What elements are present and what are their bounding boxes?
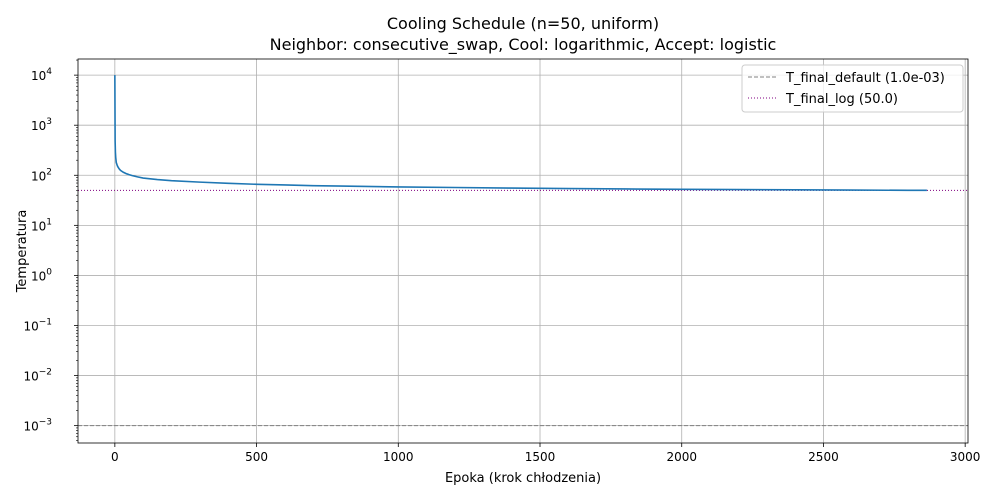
grid (78, 59, 968, 443)
chart-subtitle: Neighbor: consecutive_swap, Cool: logari… (270, 35, 777, 55)
x-tick-label: 2500 (808, 450, 839, 464)
chart-title: Cooling Schedule (n=50, uniform) (387, 14, 659, 33)
legend: T_final_default (1.0e-03) T_final_log (5… (741, 64, 964, 113)
y-tick-label: 101 (31, 217, 52, 233)
series-lines (114, 75, 927, 192)
y-tick-label: 10−3 (23, 418, 52, 434)
x-tick-label: 3000 (950, 450, 981, 464)
temperature-line (114, 75, 927, 192)
y-tick-label: 102 (31, 167, 52, 183)
y-axis-ticks: 10−3 10−2 10−1 100 101 102 103 104 (23, 59, 78, 442)
x-tick-label: 1500 (525, 450, 556, 464)
legend-box (741, 64, 964, 113)
y-tick-label: 10−2 (23, 368, 52, 384)
y-axis-label: Temperatura (15, 210, 30, 294)
legend-label-default: T_final_default (1.0e-03) (785, 71, 945, 86)
y-tick-label: 10−1 (23, 317, 52, 333)
x-axis-label: Epoka (krok chłodzenia) (445, 471, 601, 486)
y-tick-label: 100 (31, 267, 52, 283)
legend-label-log: T_final_log (50.0) (785, 92, 898, 107)
x-tick-label: 0 (111, 450, 119, 464)
x-tick-label: 2000 (666, 450, 697, 464)
x-axis-ticks: 0 500 1000 1500 2000 2500 3000 (111, 443, 980, 464)
y-tick-label: 104 (31, 67, 52, 83)
plot-area-frame (77, 58, 969, 444)
y-tick-label: 103 (31, 117, 52, 133)
x-tick-label: 1000 (383, 450, 414, 464)
x-tick-label: 500 (245, 450, 268, 464)
